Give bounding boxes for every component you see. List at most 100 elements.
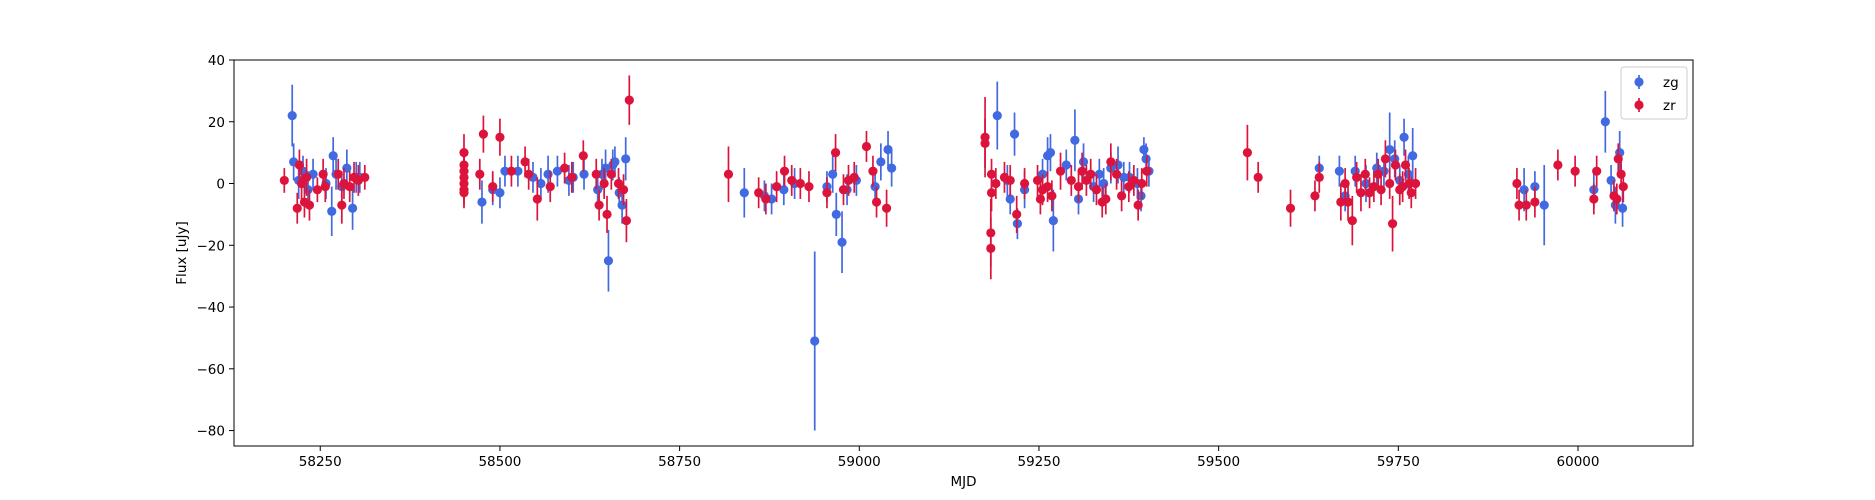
data-point <box>779 185 789 195</box>
data-point <box>477 197 487 207</box>
data-point <box>495 132 505 142</box>
data-point <box>992 110 1002 121</box>
data-point <box>610 157 620 167</box>
data-point <box>1385 144 1395 155</box>
data-point <box>1385 178 1395 189</box>
data-point <box>1101 194 1111 204</box>
data-point <box>1111 169 1122 179</box>
x-tick-label: 59750 <box>1377 454 1420 470</box>
data-point <box>621 215 632 226</box>
y-tick-label: −20 <box>197 238 226 254</box>
data-point <box>606 169 616 179</box>
y-tick-label: 40 <box>208 53 225 69</box>
data-point <box>1005 175 1015 186</box>
data-point <box>1045 148 1056 158</box>
legend-marker <box>1634 100 1644 110</box>
data-point <box>459 188 469 198</box>
data-point <box>545 182 555 192</box>
data-point <box>1410 178 1421 189</box>
data-point <box>1387 219 1398 229</box>
data-point <box>536 178 546 189</box>
data-point <box>1592 166 1602 176</box>
data-point <box>723 169 734 179</box>
data-point <box>301 172 312 182</box>
legend: zg zr <box>1620 66 1688 120</box>
data-point <box>1408 151 1418 161</box>
y-axis: 40 20 0 −20 −40 −60 −80 <box>197 53 234 440</box>
y-tick-label: −80 <box>197 424 226 440</box>
data-point <box>871 197 882 207</box>
data-point <box>1086 169 1096 179</box>
data-point <box>320 182 330 192</box>
data-point <box>831 209 841 219</box>
data-point <box>1617 203 1628 213</box>
data-point <box>830 148 841 158</box>
data-point <box>795 178 805 189</box>
data-point <box>1009 129 1020 139</box>
data-point <box>1061 160 1071 170</box>
data-point <box>328 151 338 161</box>
data-point <box>1589 194 1599 204</box>
data-point <box>1005 194 1015 204</box>
data-point <box>1369 182 1379 192</box>
legend-label: zg <box>1663 75 1679 91</box>
data-point <box>1380 154 1390 164</box>
data-point <box>1519 185 1529 195</box>
data-point <box>1113 160 1123 170</box>
data-point <box>488 182 498 192</box>
data-point <box>822 188 832 198</box>
data-point <box>1099 178 1109 189</box>
data-point <box>1117 191 1127 201</box>
data-point <box>304 200 315 210</box>
data-point <box>1314 172 1324 182</box>
data-point <box>1253 172 1263 182</box>
series-zr <box>279 75 1628 280</box>
data-point <box>1521 200 1531 210</box>
data-point <box>849 172 859 182</box>
data-point <box>327 206 337 216</box>
data-point <box>1142 166 1152 176</box>
data-point <box>1376 185 1386 195</box>
data-point <box>1334 166 1344 176</box>
data-point <box>1055 166 1066 176</box>
data-point <box>318 169 328 179</box>
data-point <box>475 169 485 179</box>
y-tick-label: 0 <box>216 177 225 193</box>
data-point <box>1019 178 1030 189</box>
data-point <box>621 154 631 164</box>
data-point <box>1137 178 1147 189</box>
data-point <box>552 166 563 176</box>
data-point <box>345 182 355 192</box>
data-point <box>986 228 996 238</box>
data-point <box>1400 160 1411 170</box>
data-point <box>883 144 893 155</box>
data-point <box>1066 175 1076 186</box>
data-point <box>1612 194 1622 204</box>
data-point <box>1539 200 1549 210</box>
data-point <box>513 166 523 176</box>
data-point <box>560 163 570 173</box>
data-point <box>524 169 534 179</box>
data-point <box>1037 169 1048 179</box>
x-tick-label: 59250 <box>1017 454 1060 470</box>
data-point <box>1530 197 1540 207</box>
data-point <box>333 169 343 179</box>
data-point <box>292 203 302 213</box>
data-point <box>1570 166 1580 176</box>
data-point <box>1032 175 1043 186</box>
legend-label: zr <box>1663 98 1676 114</box>
data-point <box>754 188 764 198</box>
data-point <box>1310 191 1320 201</box>
data-point <box>1618 182 1628 192</box>
data-point <box>303 185 313 195</box>
data-point <box>578 151 588 161</box>
data-point <box>600 163 611 173</box>
data-point <box>810 336 820 346</box>
data-point <box>1514 200 1524 210</box>
data-point <box>347 203 358 213</box>
data-point <box>804 182 814 192</box>
data-point <box>1285 203 1296 213</box>
data-point <box>1077 166 1087 176</box>
data-point <box>1512 178 1522 189</box>
data-point <box>543 169 553 179</box>
